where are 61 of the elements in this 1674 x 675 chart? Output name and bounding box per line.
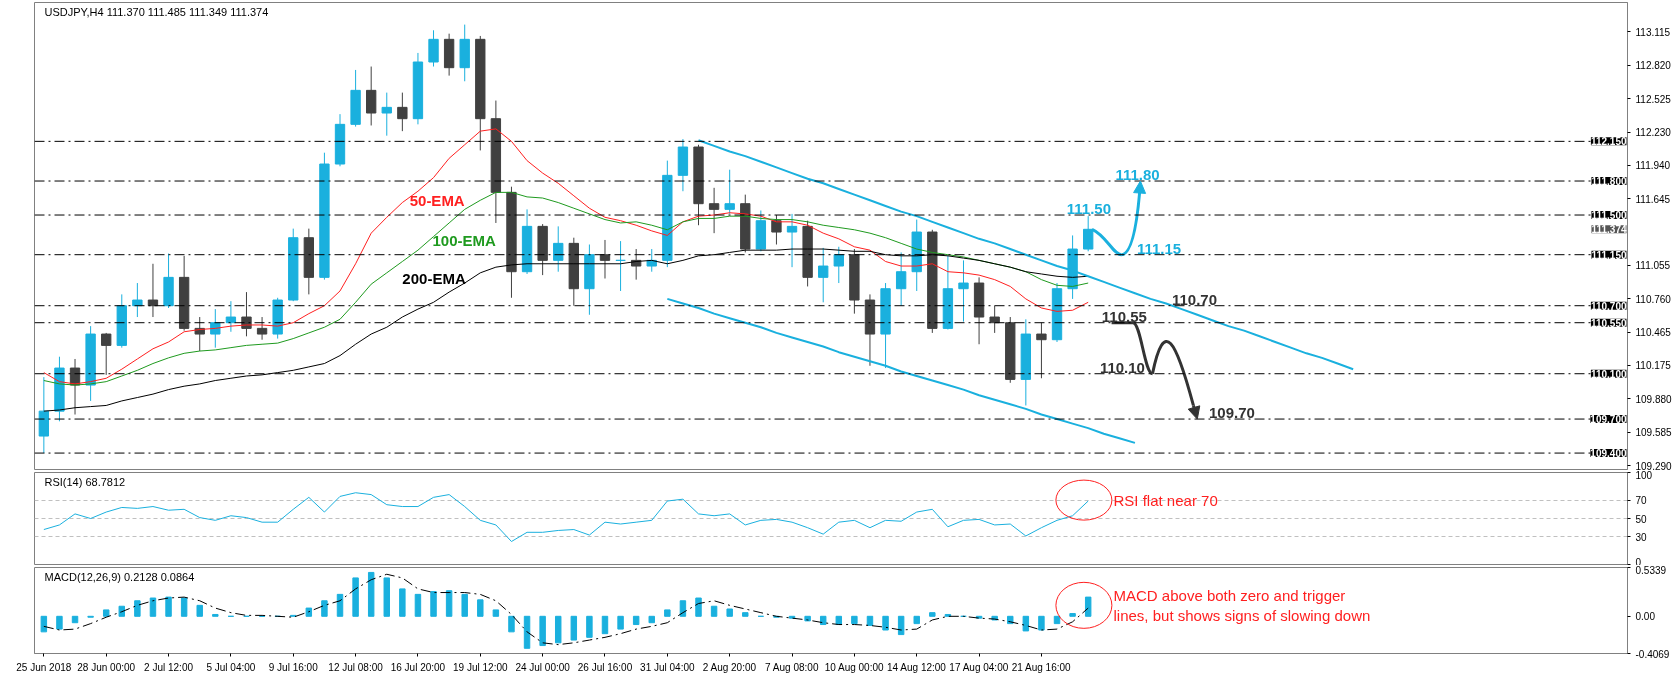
chart-title: USDJPY,H4 111.370 111.485 111.349 111.374 [44, 5, 269, 18]
x-tick-label: 28 Jun 00:00 [77, 661, 136, 673]
x-tick-label: 5 Jul 04:00 [206, 661, 256, 673]
annotation: 111.80 [1115, 166, 1160, 184]
y-tick-label: 109.290 [1635, 460, 1673, 472]
x-tick-label: 2 Jul 12:00 [144, 661, 194, 673]
y-tick-label: 70 [1635, 495, 1648, 507]
annotation: 110.55 [1101, 307, 1147, 325]
x-tick-label: 26 Jul 16:00 [577, 661, 633, 673]
ref-line-label: 110.100 [1590, 368, 1627, 380]
x-tick-label: 7 Aug 08:00 [765, 661, 819, 673]
x-tick-label: 12 Jul 08:00 [328, 661, 384, 673]
annotation: 111.374 [1591, 224, 1627, 236]
series-label: 200-EMA [402, 270, 466, 288]
x-tick-label: 2 Aug 20:00 [702, 661, 757, 673]
y-tick-label: 112.820 [1635, 60, 1672, 72]
y-tick-label: 110.175 [1635, 360, 1672, 372]
y-tick-label: 112.525 [1635, 93, 1672, 105]
x-tick-label: 14 Aug 12:00 [886, 661, 947, 673]
x-tick-label: 17 Aug 04:00 [949, 661, 1009, 673]
ref-line-label: 110.550 [1590, 317, 1627, 329]
x-tick-label: 9 Jul 16:00 [268, 661, 319, 673]
x-tick-label: 19 Jul 12:00 [453, 661, 508, 673]
annotation: 111.15 [1136, 239, 1182, 257]
x-tick-label: 21 Aug 16:00 [1011, 661, 1072, 673]
y-tick-label: 30 [1635, 531, 1648, 543]
series-label: 100-EMA [432, 232, 497, 250]
y-tick-label: 109.880 [1635, 393, 1673, 405]
ref-line-label: 109.400 [1590, 448, 1627, 460]
ref-line-label: 112.150 [1590, 136, 1627, 148]
y-tick-label: 111.055 [1635, 260, 1671, 272]
x-tick-label: 24 Jul 00:00 [515, 661, 571, 673]
y-tick-label: 109.585 [1635, 427, 1673, 439]
x-tick-label: 16 Jul 20:00 [390, 661, 446, 673]
x-tick-label: 10 Aug 00:00 [824, 661, 885, 673]
y-tick-label: 110.465 [1635, 327, 1672, 339]
annotation: 110.70 [1171, 290, 1218, 308]
annotation: 110.10 [1099, 358, 1145, 376]
ref-line-label: 111.800 [1591, 176, 1627, 188]
y-tick-label: 111.645 [1635, 193, 1671, 205]
chart-title: RSI(14) 68.7812 [44, 475, 126, 488]
y-tick-label: 50 [1635, 513, 1648, 525]
y-tick-label: -0.4069 [1635, 648, 1670, 660]
y-tick-label: 111.940 [1635, 160, 1671, 172]
ref-line-label: 111.500 [1591, 210, 1627, 222]
y-tick-label: 110.760 [1635, 293, 1672, 305]
series-label: 50-EMA [409, 191, 465, 209]
annotation: 111.50 [1066, 200, 1111, 218]
x-tick-label: 31 Jul 04:00 [640, 661, 696, 673]
y-tick-label: 100 [1635, 469, 1653, 481]
y-tick-label: 113.115 [1635, 26, 1671, 38]
x-tick-label: 25 Jun 2018 [16, 661, 72, 673]
ref-line-label: 111.150 [1591, 249, 1627, 261]
annotation: MACD above both zero and trigger lines, but shows signs of slowing down [1113, 586, 1371, 625]
ref-line-label: 110.700 [1590, 300, 1627, 312]
y-tick-label: 0.00 [1635, 611, 1656, 623]
annotation: RSI flat near 70 [1113, 491, 1218, 509]
annotation: 109.70 [1208, 404, 1255, 422]
chart-title: MACD(12,26,9) 0.2128 0.0864 [44, 570, 195, 583]
y-tick-label: 112.230 [1635, 127, 1672, 139]
ref-line-label: 109.700 [1590, 414, 1627, 426]
